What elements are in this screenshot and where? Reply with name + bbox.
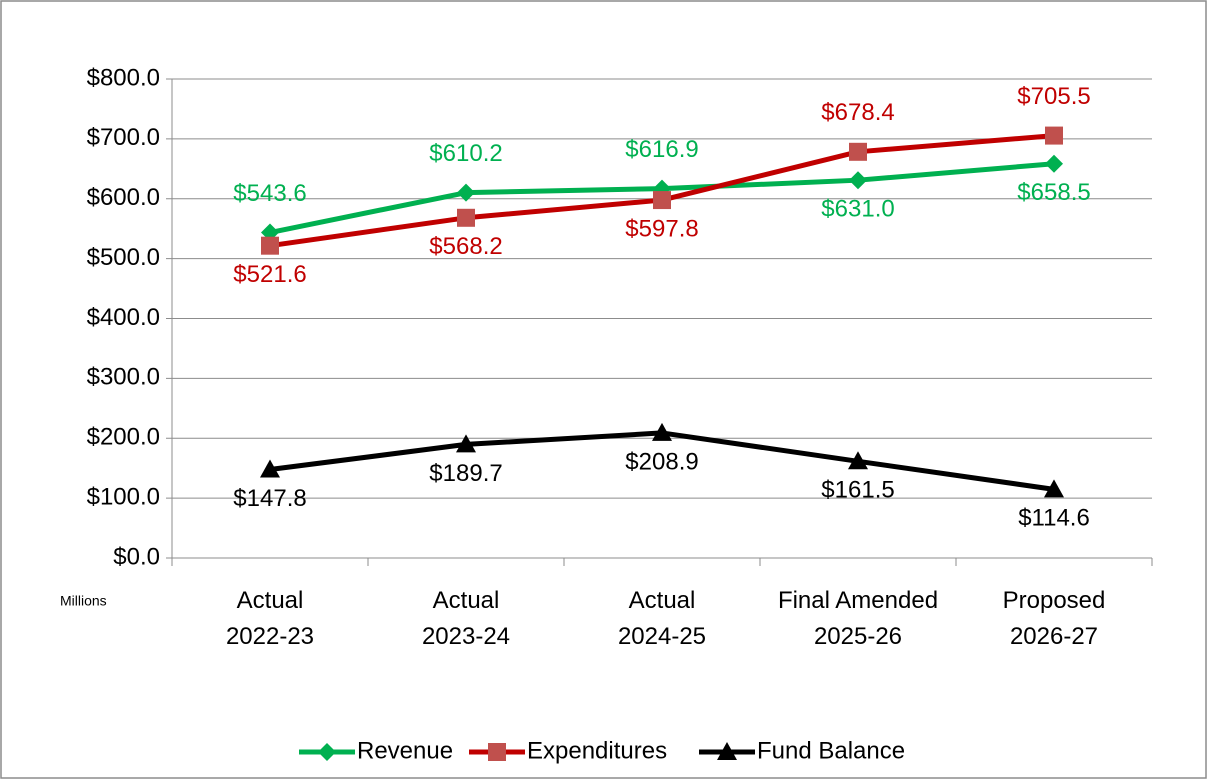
data-label: $616.9: [625, 136, 698, 163]
y-tick-label: $800.0: [87, 64, 160, 91]
data-label: $114.6: [1018, 505, 1090, 532]
data-label: $568.2: [429, 233, 502, 260]
marker: [1045, 154, 1063, 173]
marker: [261, 236, 279, 255]
data-label: $161.5: [821, 477, 894, 504]
marker: [653, 191, 671, 210]
data-label: $147.8: [233, 485, 306, 512]
y-unit-label: Millions: [60, 593, 107, 609]
marker: [457, 208, 475, 227]
data-label: $208.9: [625, 448, 698, 475]
marker: [652, 422, 672, 441]
data-label: $610.2: [429, 140, 502, 167]
legend-label: Fund Balance: [757, 737, 905, 764]
data-label: $543.6: [233, 180, 306, 207]
data-label: $631.0: [821, 196, 894, 223]
legend-label: Expenditures: [527, 737, 667, 764]
marker: [488, 743, 506, 761]
y-tick-label: $300.0: [87, 364, 160, 391]
marker: [1044, 479, 1064, 498]
marker: [260, 459, 280, 478]
marker: [1045, 126, 1063, 145]
y-tick-label: $500.0: [87, 244, 160, 271]
y-tick-label: $100.0: [87, 483, 160, 510]
marker: [849, 171, 867, 190]
legend-label: Revenue: [357, 737, 453, 764]
data-label: $521.6: [233, 261, 306, 288]
y-tick-label: $200.0: [87, 424, 160, 451]
y-tick-label: $400.0: [87, 304, 160, 331]
legend: Revenue Expenditures Fund Balance: [299, 737, 905, 764]
y-tick-label: $0.0: [113, 543, 160, 570]
y-tick-label: $600.0: [87, 184, 160, 211]
marker: [457, 183, 475, 202]
x-tick-label: Final Amended 2025-26: [778, 587, 938, 650]
data-label: $678.4: [821, 99, 894, 126]
data-label: $705.5: [1017, 83, 1090, 110]
data-label: $658.5: [1017, 179, 1090, 206]
marker: [717, 742, 737, 760]
x-tick-label: Actual 2024-25: [618, 587, 706, 650]
marker: [848, 451, 868, 470]
y-tick-label: $700.0: [87, 124, 160, 151]
marker: [456, 434, 476, 453]
marker: [318, 743, 336, 761]
data-label: $597.8: [625, 215, 698, 242]
x-tick-label: Actual 2022-23: [226, 587, 314, 650]
x-tick-label: Proposed 2026-27: [1003, 587, 1106, 650]
x-tick-label: Actual 2023-24: [422, 587, 510, 650]
marker: [849, 142, 867, 161]
data-label: $189.7: [429, 460, 502, 487]
